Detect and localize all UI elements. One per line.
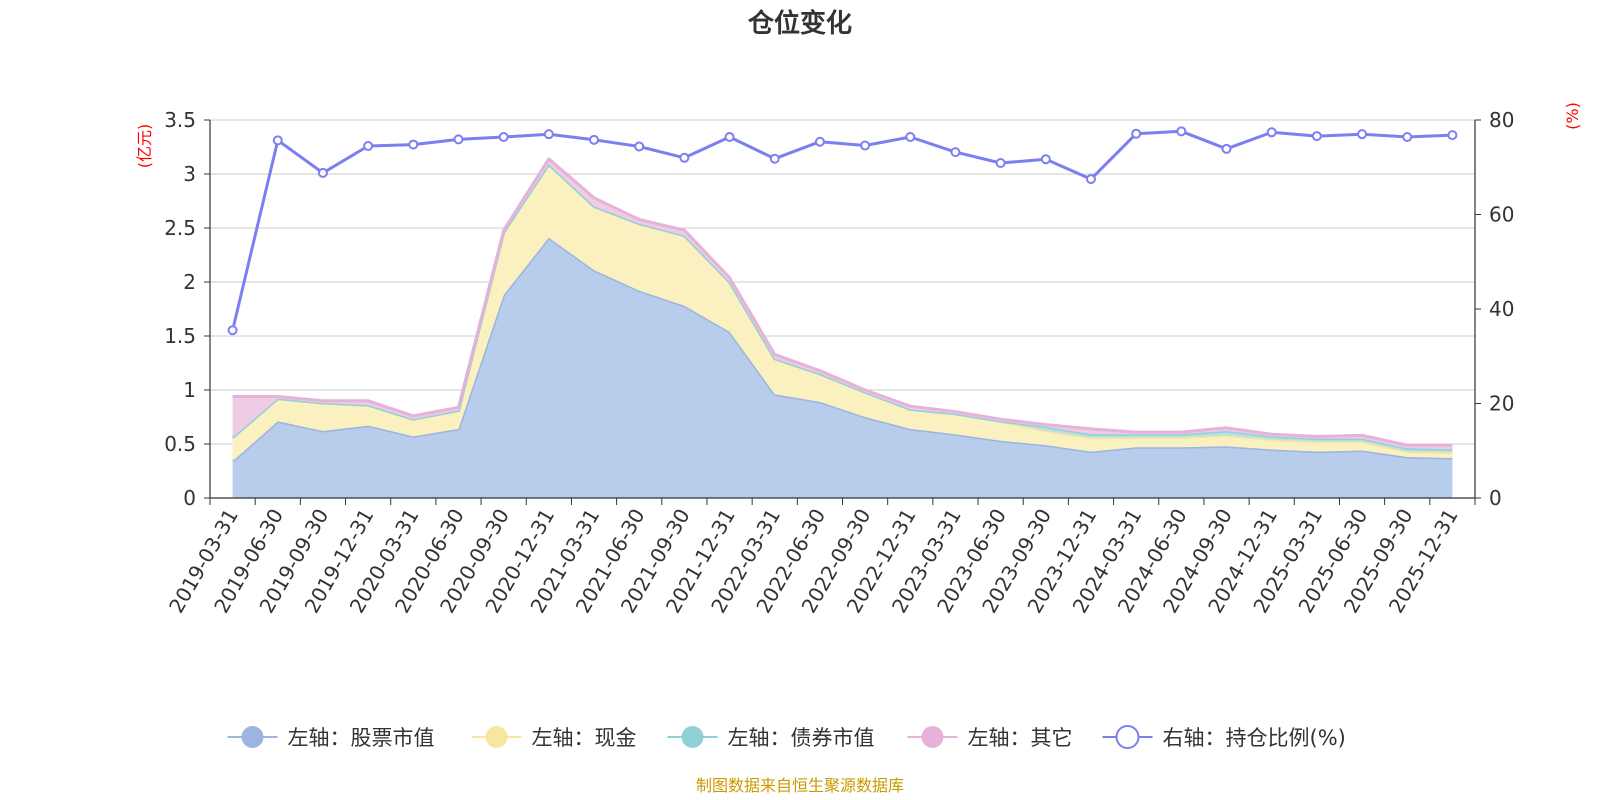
ratio-point [679, 152, 690, 163]
right-axis-unit: (%) [1563, 102, 1582, 130]
ratio-point [453, 134, 464, 145]
ratio-point [634, 141, 645, 152]
left-axis-tick-label: 1.5 [164, 324, 196, 348]
ratio-point [1176, 126, 1187, 137]
ratio-line [231, 129, 1453, 331]
stacked-areas [231, 157, 1453, 498]
axes: 00.511.522.533.50204060802019-03-312019-… [164, 108, 1514, 617]
area-series-line-3 [232, 157, 1453, 447]
legend-item-4[interactable]: 右轴：持仓比例(%) [1102, 725, 1346, 750]
left-axis-tick-label: 3 [183, 162, 196, 186]
left-axis-tick-label: 2.5 [164, 216, 196, 240]
ratio-point [272, 135, 283, 146]
legend-item-2[interactable]: 左轴：债券市值 [667, 726, 875, 750]
ratio-point [1221, 143, 1232, 154]
ratio-point [995, 157, 1006, 168]
ratio-point [860, 140, 871, 151]
right-axis-tick-label: 40 [1489, 297, 1514, 321]
left-axis-tick-label: 0.5 [164, 432, 196, 456]
ratio-point [905, 132, 916, 143]
ratio-point [363, 140, 374, 151]
ratio-point [543, 129, 554, 140]
ratio-line-series [227, 126, 1458, 336]
legend-label: 左轴：其它 [968, 726, 1073, 750]
legend-item-0[interactable]: 左轴：股票市值 [227, 726, 435, 750]
area-series-0 [232, 237, 1453, 498]
source-note: 制图数据来自恒生聚源数据库 [696, 776, 904, 795]
ratio-point [1085, 174, 1096, 185]
left-axis-tick-label: 2 [183, 270, 196, 294]
legend-label: 右轴：持仓比例(%) [1163, 726, 1346, 750]
ratio-point [1357, 129, 1368, 140]
ratio-point [814, 136, 825, 147]
legend-item-3[interactable]: 左轴：其它 [907, 726, 1073, 750]
left-axis-tick-label: 3.5 [164, 108, 196, 132]
legend-item-1[interactable]: 左轴：现金 [471, 726, 637, 750]
right-axis-tick-label: 80 [1489, 108, 1514, 132]
legend-marker [681, 726, 704, 748]
ratio-point [769, 153, 780, 164]
ratio-point [1131, 128, 1142, 139]
left-axis-tick-label: 1 [183, 378, 196, 402]
ratio-point [724, 132, 735, 143]
ratio-point [589, 134, 600, 145]
grid-lines [210, 119, 1475, 445]
ratio-point [1311, 131, 1322, 142]
legend[interactable]: 左轴：股票市值 左轴：现金 左轴：债券市值 左轴：其它 右轴：持仓比例(%) [227, 725, 1346, 750]
right-axis-tick-label: 20 [1489, 392, 1514, 416]
ratio-point [498, 132, 509, 143]
legend-label: 左轴：股票市值 [288, 726, 435, 750]
right-axis-tick-label: 0 [1489, 486, 1502, 510]
legend-label: 左轴：债券市值 [728, 726, 875, 750]
chart-title: 仓位变化 [747, 8, 852, 39]
ratio-point [317, 167, 328, 178]
legend-marker [241, 726, 264, 748]
ratio-point [408, 139, 419, 150]
left-axis-tick-label: 0 [183, 486, 196, 510]
legend-marker [921, 726, 944, 748]
legend-marker [1115, 725, 1140, 749]
ratio-point [1040, 154, 1051, 165]
ratio-point [950, 147, 961, 158]
ratio-point [1266, 127, 1277, 138]
right-axis-tick-label: 60 [1489, 203, 1514, 227]
ratio-point [1402, 132, 1413, 143]
ratio-point [1447, 130, 1458, 141]
legend-label: 左轴：现金 [532, 726, 637, 750]
legend-marker [485, 726, 508, 748]
area-series-1 [232, 164, 1453, 462]
left-axis-unit: (亿元) [135, 124, 154, 169]
ratio-point [227, 325, 238, 336]
